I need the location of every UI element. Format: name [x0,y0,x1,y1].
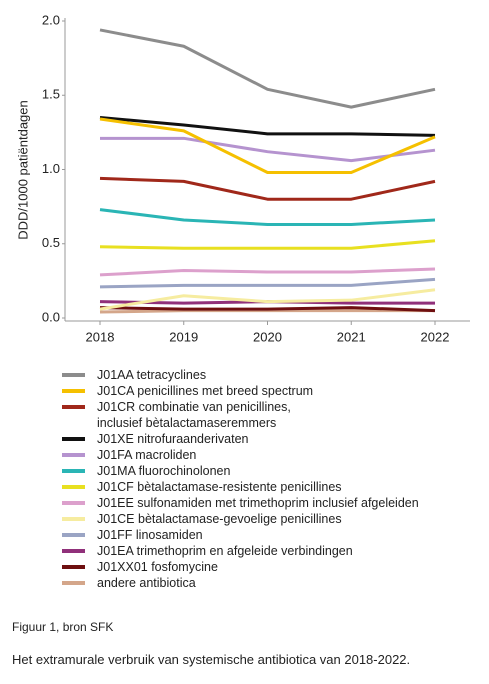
series-line [99,267,436,277]
legend-item: J01FA macroliden [62,447,419,463]
x-tick-label: 2018 [86,329,115,344]
legend-item: J01FF linosamiden [62,527,419,543]
legend-item: J01MA fluorochinolonen [62,463,419,479]
legend-item: J01EA trimethoprim en afgeleide verbindi… [62,543,419,559]
legend-item: J01XX01 fosfomycine [62,559,419,575]
legend-label: J01AA tetracyclines [97,368,207,382]
legend-label: J01CA penicillines met breed spectrum [97,384,314,398]
legend-swatch [62,549,85,553]
series-line [99,277,436,289]
y-tick-label: 1.0 [42,161,60,176]
y-tick-label: 1.5 [42,87,60,102]
x-tick-label: 2019 [169,329,198,344]
legend-item: J01CE bètalactamase-gevoelige penicillin… [62,511,419,527]
legend-swatch [62,517,85,521]
legend: J01AA tetracyclines J01CA penicillines me… [62,367,419,591]
x-tick-label: 2020 [253,329,282,344]
series-line [99,116,436,137]
legend-swatch [62,389,85,393]
series-line [100,136,436,163]
y-tick-label: 0.5 [42,235,60,250]
legend-label: J01CR combinatie van penicillines, inclu… [97,400,291,430]
legend-item: andere antibiotica [62,575,419,591]
legend-swatch [62,565,85,569]
caption-source: Figuur 1, bron SFK [12,620,114,634]
series-line [99,176,436,201]
legend-swatch [62,453,85,457]
series-line [99,208,436,226]
legend-item: J01EE sulfonamiden met trimethoprim incl… [62,495,419,511]
series-line [99,288,436,311]
legend-item: J01CA penicillines met breed spectrum [62,383,419,399]
legend-swatch [62,485,85,489]
x-tick-label: 2022 [421,329,450,344]
legend-swatch [62,437,85,441]
legend-label: J01XE nitrofuraanderivaten [97,432,249,446]
legend-label: J01EA trimethoprim en afgeleide verbindi… [97,544,353,558]
legend-item: J01XE nitrofuraanderivaten [62,431,419,447]
legend-item: J01CR combinatie van penicillines, inclu… [62,399,419,431]
series-line [99,306,436,313]
series-line [99,239,436,250]
chart: DDD/1000 patiëntdagen 0.0 0.5 1.0 1.5 2.0 201… [15,12,470,344]
legend-item: J01CF bètalactamase-resistente penicilli… [62,479,419,495]
legend-label: J01CF bètalactamase-resistente penicilli… [97,480,342,494]
legend-swatch [62,501,85,505]
legend-label: J01MA fluorochinolonen [97,464,231,478]
legend-label: J01CE bètalactamase-gevoelige penicillin… [97,512,342,526]
caption: Het extramurale verbruik van systemische… [12,652,411,667]
y-tick-label: 2.0 [42,12,60,27]
legend-label: J01FA macroliden [97,448,197,462]
y-tick-label: 0.0 [42,309,60,324]
x-tick-label: 2021 [337,329,366,344]
legend-swatch [62,405,85,409]
legend-swatch [62,533,85,537]
y-axis-label: DDD/1000 patiëntdagen [15,100,30,240]
legend-label: andere antibiotica [97,576,196,590]
legend-swatch [62,373,85,377]
legend-item: J01AA tetracyclines [62,367,419,383]
series-line [99,28,436,109]
legend-label: J01XX01 fosfomycine [97,560,218,574]
legend-label: J01FF linosamiden [97,528,203,542]
legend-label: J01EE sulfonamiden met trimethoprim incl… [97,496,419,510]
legend-swatch [62,581,85,585]
series-line [99,309,435,314]
series-line [99,117,436,174]
legend-swatch [62,469,85,473]
